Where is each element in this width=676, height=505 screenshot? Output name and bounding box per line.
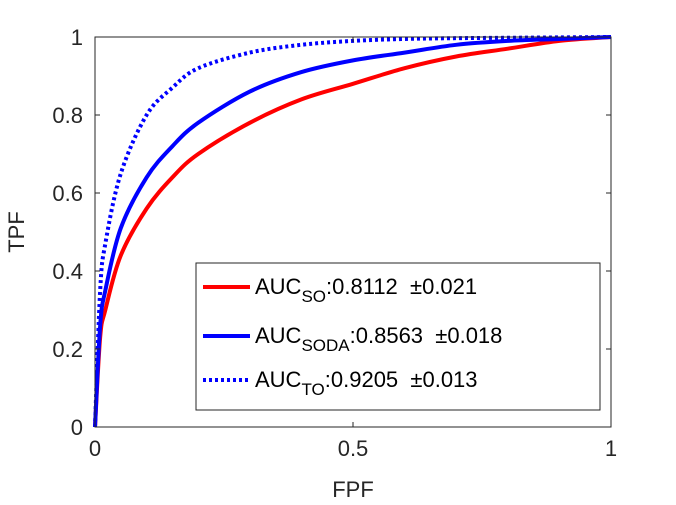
legend-sub-to: TO [301,380,324,399]
legend-main-soda: AUC [255,323,302,348]
legend-entry-so: AUCSO:0.8112 ±0.021 [255,274,477,306]
legend: AUCSO:0.8112 ±0.021 AUCSODA:0.8563 ±0.01… [195,262,601,411]
y-tick-label: 0.2 [52,337,83,362]
y-tick-label: 0.8 [52,103,83,128]
y-tick-label: 0.6 [52,181,83,206]
y-tick-label: 1 [71,25,83,50]
legend-entry-to: AUCTO:0.9205 ±0.013 [255,367,478,399]
legend-main-so: AUC [255,274,302,299]
y-tick-label: 0 [71,415,83,440]
legend-value-so: :0.8112 ±0.021 [326,274,477,299]
x-tick-label: 0 [89,436,101,461]
legend-entry-soda: AUCSODA:0.8563 ±0.018 [255,323,502,355]
legend-sub-so: SO [301,287,326,306]
legend-value-to: :0.9205 ±0.013 [325,367,478,392]
roc-curve-soda [93,35,612,428]
y-tick-label: 0.4 [52,259,83,284]
legend-main-to: AUC [255,367,302,392]
ticks-layer: 0 0.5 1 0 0.2 0.4 0.6 0.8 1 [52,25,617,461]
x-axis-label: FPF [332,477,374,502]
y-axis-label: TPF [4,211,29,253]
roc-curve-so [93,35,612,428]
x-tick-label: 1 [605,436,617,461]
legend-value-soda: :0.8563 ±0.018 [350,323,503,348]
x-tick-label: 0.5 [338,436,369,461]
legend-box [195,262,601,411]
legend-sub-soda: SODA [301,336,350,355]
series-layer [93,35,612,428]
